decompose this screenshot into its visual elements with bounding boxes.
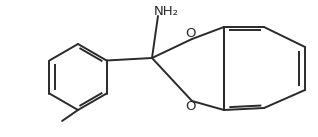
Text: O: O — [185, 100, 196, 113]
Text: NH₂: NH₂ — [154, 5, 178, 18]
Text: O: O — [185, 27, 196, 40]
